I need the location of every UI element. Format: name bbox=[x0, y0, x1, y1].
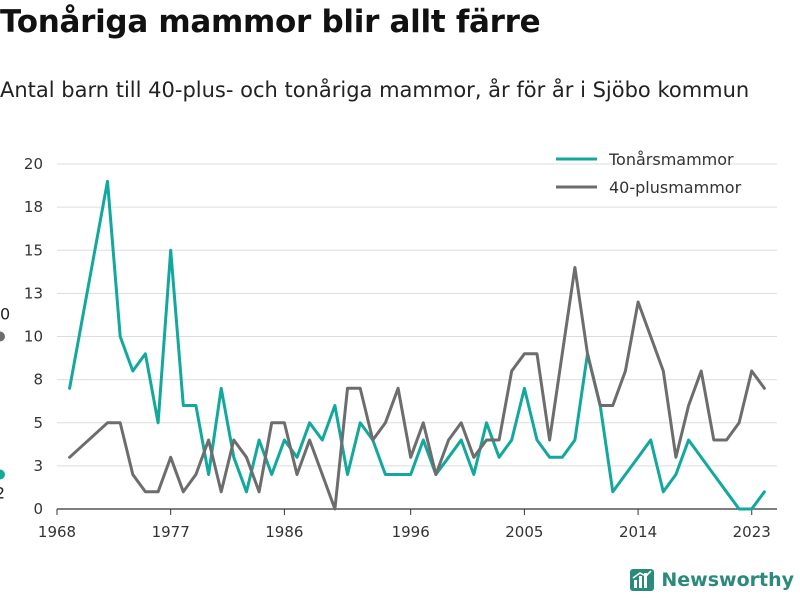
legend-label-40-plusmammor: 40-plusmammor bbox=[609, 178, 742, 197]
x-tick-label: 1977 bbox=[152, 523, 190, 541]
brand-name: Newsworthy bbox=[661, 569, 794, 591]
x-tick-label: 1996 bbox=[392, 523, 430, 541]
y-tick-label: 5 bbox=[33, 414, 43, 432]
y-tick-label: 20 bbox=[24, 155, 43, 173]
y-tick-label: 13 bbox=[24, 284, 43, 302]
y-tick-label: 18 bbox=[24, 198, 43, 216]
end-label-40-plusmammor: 10 bbox=[0, 305, 10, 324]
x-tick-label: 1986 bbox=[265, 523, 303, 541]
newsworthy-logo-icon bbox=[630, 569, 655, 591]
chart-subtitle: Antal barn till 40-plus- och tonåriga ma… bbox=[0, 78, 750, 102]
y-tick-label: 15 bbox=[24, 241, 43, 259]
x-tick-label: 1968 bbox=[38, 523, 76, 541]
x-tick-label: 2023 bbox=[733, 523, 771, 541]
series-line-40-plusmammor bbox=[68, 266, 766, 511]
x-tick-label: 2014 bbox=[619, 523, 657, 541]
chart-title: Tonåriga mammor blir allt färre bbox=[0, 4, 541, 40]
end-label-tonarsmammor: 2 bbox=[0, 484, 5, 503]
y-tick-label: 0 bbox=[33, 500, 43, 518]
legend-label-tonarsmammor: Tonårsmammor bbox=[608, 150, 734, 169]
end-point-tonarsmammor bbox=[0, 469, 5, 480]
x-tick-label: 2005 bbox=[505, 523, 543, 541]
newsworthy-brand: Newsworthy bbox=[629, 568, 794, 592]
y-tick-label: 3 bbox=[33, 457, 43, 475]
y-tick-label: 10 bbox=[24, 328, 43, 346]
end-point-40-plusmammor bbox=[0, 331, 5, 342]
series-line-tonarsmammor bbox=[68, 179, 766, 511]
y-tick-label: 8 bbox=[33, 371, 43, 389]
